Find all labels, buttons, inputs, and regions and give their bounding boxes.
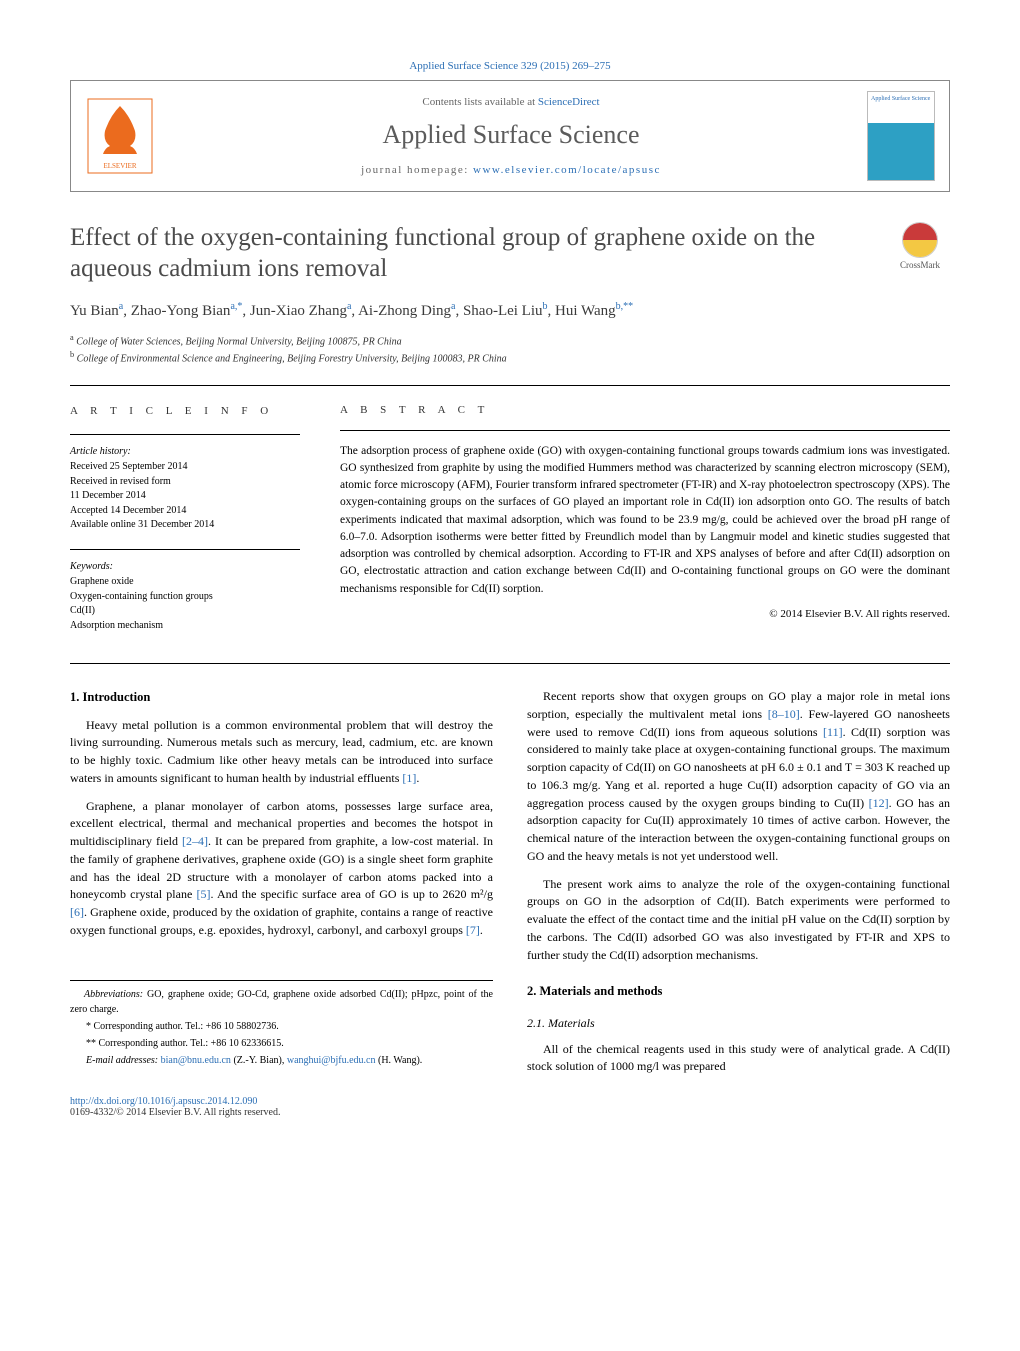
col2-paragraph-1: Recent reports show that oxygen groups o… — [527, 688, 950, 866]
article-title: Effect of the oxygen-containing function… — [70, 222, 870, 285]
keyword-item: Oxygen-containing function groups — [70, 590, 300, 605]
abstract-text: The adsorption process of graphene oxide… — [340, 443, 950, 598]
affiliations: a College of Water Sciences, Beijing Nor… — [70, 332, 950, 367]
intro-paragraph-2: Graphene, a planar monolayer of carbon a… — [70, 798, 493, 940]
ref-link[interactable]: [2–4] — [182, 834, 208, 848]
doi-link[interactable]: http://dx.doi.org/10.1016/j.apsusc.2014.… — [70, 1096, 257, 1107]
affiliation-a: College of Water Sciences, Beijing Norma… — [76, 336, 401, 347]
contents-available: Contents lists available at ScienceDirec… — [175, 96, 847, 108]
email-line: E-mail addresses: bian@bnu.edu.cn (Z.-Y.… — [70, 1053, 493, 1068]
footnotes: Abbreviations: GO, graphene oxide; GO-Cd… — [70, 980, 493, 1068]
abstract-column: A B S T R A C T The adsorption process o… — [340, 404, 950, 649]
ref-link[interactable]: [5] — [196, 887, 210, 901]
email-link-2[interactable]: wanghui@bjfu.edu.cn — [287, 1055, 376, 1066]
journal-homepage: journal homepage: www.elsevier.com/locat… — [175, 164, 847, 176]
abbr-label: Abbreviations: — [84, 989, 143, 1000]
section-intro-heading: 1. Introduction — [70, 688, 493, 707]
affiliation-b: College of Environmental Science and Eng… — [77, 354, 507, 365]
abstract-copyright: © 2014 Elsevier B.V. All rights reserved… — [340, 608, 950, 620]
mm-paragraph-1: All of the chemical reagents used in thi… — [527, 1041, 950, 1077]
history-heading: Article history: — [70, 445, 300, 460]
issn-line: 0169-4332/© 2014 Elsevier B.V. All right… — [70, 1107, 950, 1118]
section-mm-heading: 2. Materials and methods — [527, 982, 950, 1001]
journal-cover-thumbnail: Applied Surface Science — [867, 91, 935, 181]
citation-line: Applied Surface Science 329 (2015) 269–2… — [70, 60, 950, 72]
keyword-item: Cd(II) — [70, 604, 300, 619]
crossmark-badge[interactable]: CrossMark — [890, 222, 950, 270]
left-column: 1. Introduction Heavy metal pollution is… — [70, 688, 493, 1086]
journal-header: ELSEVIER Contents lists available at Sci… — [70, 80, 950, 192]
divider — [70, 663, 950, 664]
ref-link[interactable]: [6] — [70, 905, 84, 919]
citation-link[interactable]: Applied Surface Science 329 (2015) 269–2… — [409, 60, 610, 72]
crossmark-icon — [902, 222, 938, 258]
corresponding-2: ** Corresponding author. Tel.: +86 10 62… — [70, 1036, 493, 1051]
elsevier-logo: ELSEVIER — [85, 96, 155, 176]
keywords-heading: Keywords: — [70, 560, 300, 575]
svg-text:ELSEVIER: ELSEVIER — [103, 162, 136, 170]
crossmark-label: CrossMark — [900, 260, 940, 270]
keyword-item: Adsorption mechanism — [70, 619, 300, 634]
history-item: Received 25 September 2014 — [70, 460, 300, 475]
keyword-item: Graphene oxide — [70, 575, 300, 590]
ref-link[interactable]: [7] — [466, 923, 480, 937]
homepage-link[interactable]: www.elsevier.com/locate/apsusc — [473, 164, 661, 176]
article-info-heading: A R T I C L E I N F O — [70, 404, 300, 420]
authors-list: Yu Biana, Zhao-Yong Biana,*, Jun-Xiao Zh… — [70, 299, 950, 323]
corresponding-1: * Corresponding author. Tel.: +86 10 588… — [70, 1019, 493, 1034]
doi-line: http://dx.doi.org/10.1016/j.apsusc.2014.… — [70, 1096, 950, 1107]
ref-link[interactable]: [11] — [823, 725, 843, 739]
col2-paragraph-2: The present work aims to analyze the rol… — [527, 876, 950, 965]
history-item: Received in revised form — [70, 475, 300, 490]
intro-paragraph-1: Heavy metal pollution is a common enviro… — [70, 717, 493, 788]
email-link-1[interactable]: bian@bnu.edu.cn — [161, 1055, 231, 1066]
history-item: Available online 31 December 2014 — [70, 518, 300, 533]
ref-link[interactable]: [12] — [869, 796, 889, 810]
ref-link[interactable]: [8–10] — [768, 707, 800, 721]
history-item: Accepted 14 December 2014 — [70, 504, 300, 519]
article-info-column: A R T I C L E I N F O Article history: R… — [70, 404, 300, 649]
sciencedirect-link[interactable]: ScienceDirect — [538, 96, 600, 108]
ref-link[interactable]: [1] — [402, 771, 416, 785]
history-item: 11 December 2014 — [70, 489, 300, 504]
subsection-materials-heading: 2.1. Materials — [527, 1015, 950, 1033]
right-column: Recent reports show that oxygen groups o… — [527, 688, 950, 1086]
abstract-heading: A B S T R A C T — [340, 404, 950, 416]
journal-name: Applied Surface Science — [175, 120, 847, 150]
